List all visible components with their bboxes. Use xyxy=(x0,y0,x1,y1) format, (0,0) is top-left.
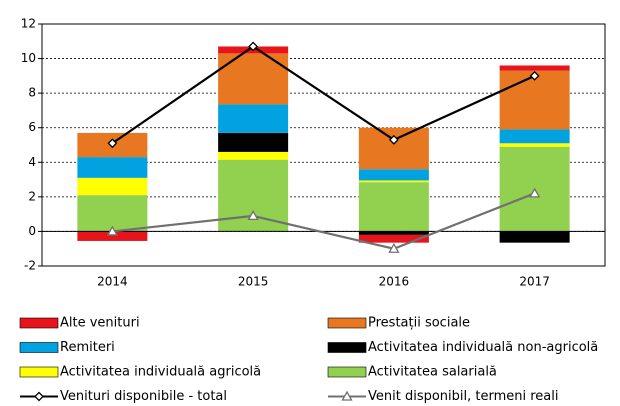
bar-segment xyxy=(358,234,429,243)
line-marker xyxy=(529,187,541,198)
legend-swatch xyxy=(327,366,367,378)
legend-swatch xyxy=(19,366,59,378)
y-tick-label: 6 xyxy=(28,120,36,134)
bar-segment xyxy=(499,65,570,71)
line-marker xyxy=(388,134,399,145)
legend-label: Prestații sociale xyxy=(368,316,470,331)
legend-label: Venit disponibil, termeni reali xyxy=(368,389,559,404)
y-tick-label: -2 xyxy=(24,259,36,273)
x-tick-label: 2014 xyxy=(97,275,128,289)
legend-swatch xyxy=(19,317,59,329)
bar-segment xyxy=(499,143,570,147)
bar-segment xyxy=(77,231,148,241)
legend-swatch xyxy=(327,317,367,329)
bar-segment xyxy=(358,231,429,235)
line-marker xyxy=(248,41,259,52)
legend-label: Venituri disponibile - total xyxy=(60,389,227,404)
x-tick-label: 2017 xyxy=(519,275,550,289)
legend-marker xyxy=(341,390,353,401)
line-marker xyxy=(247,210,259,221)
legend-label: Alte venituri xyxy=(60,316,140,331)
legend-swatch xyxy=(19,342,59,353)
bar-segment xyxy=(77,157,148,178)
bar-segment xyxy=(218,53,289,105)
bar-segment xyxy=(499,129,570,144)
legend-marker xyxy=(34,391,44,402)
legend-swatch xyxy=(327,342,367,353)
bar-segment xyxy=(218,104,289,133)
bar-segment xyxy=(358,127,429,170)
line-marker xyxy=(106,225,118,236)
bar-segment xyxy=(77,177,148,196)
x-tick-label: 2015 xyxy=(238,275,269,289)
y-tick-label: 0 xyxy=(28,224,36,238)
legend-label: Activitatea individuală non-agricolă xyxy=(368,340,598,355)
line-marker xyxy=(529,70,540,81)
bar-segment xyxy=(218,132,289,152)
y-tick-label: 12 xyxy=(21,17,36,31)
legend-label: Remiteri xyxy=(60,340,115,355)
bar-segment xyxy=(77,195,148,232)
bar-segment xyxy=(499,231,570,243)
y-tick-label: 10 xyxy=(21,51,36,65)
x-tick-label: 2016 xyxy=(379,275,410,289)
line-marker xyxy=(107,138,118,149)
line xyxy=(112,192,536,250)
bar-segment xyxy=(358,169,429,181)
y-tick-label: 2 xyxy=(28,189,36,203)
plot-border xyxy=(41,23,606,267)
legend-label: Activitatea salarială xyxy=(368,365,497,380)
legend-label: Activitatea individuală agricolă xyxy=(60,365,261,380)
y-tick-label: 8 xyxy=(28,86,36,100)
bar-segment xyxy=(358,180,429,183)
bar-segment xyxy=(358,182,429,232)
bar-segment xyxy=(218,151,289,160)
line-marker xyxy=(388,242,400,253)
line xyxy=(111,45,536,145)
y-tick-label: 4 xyxy=(28,155,36,169)
